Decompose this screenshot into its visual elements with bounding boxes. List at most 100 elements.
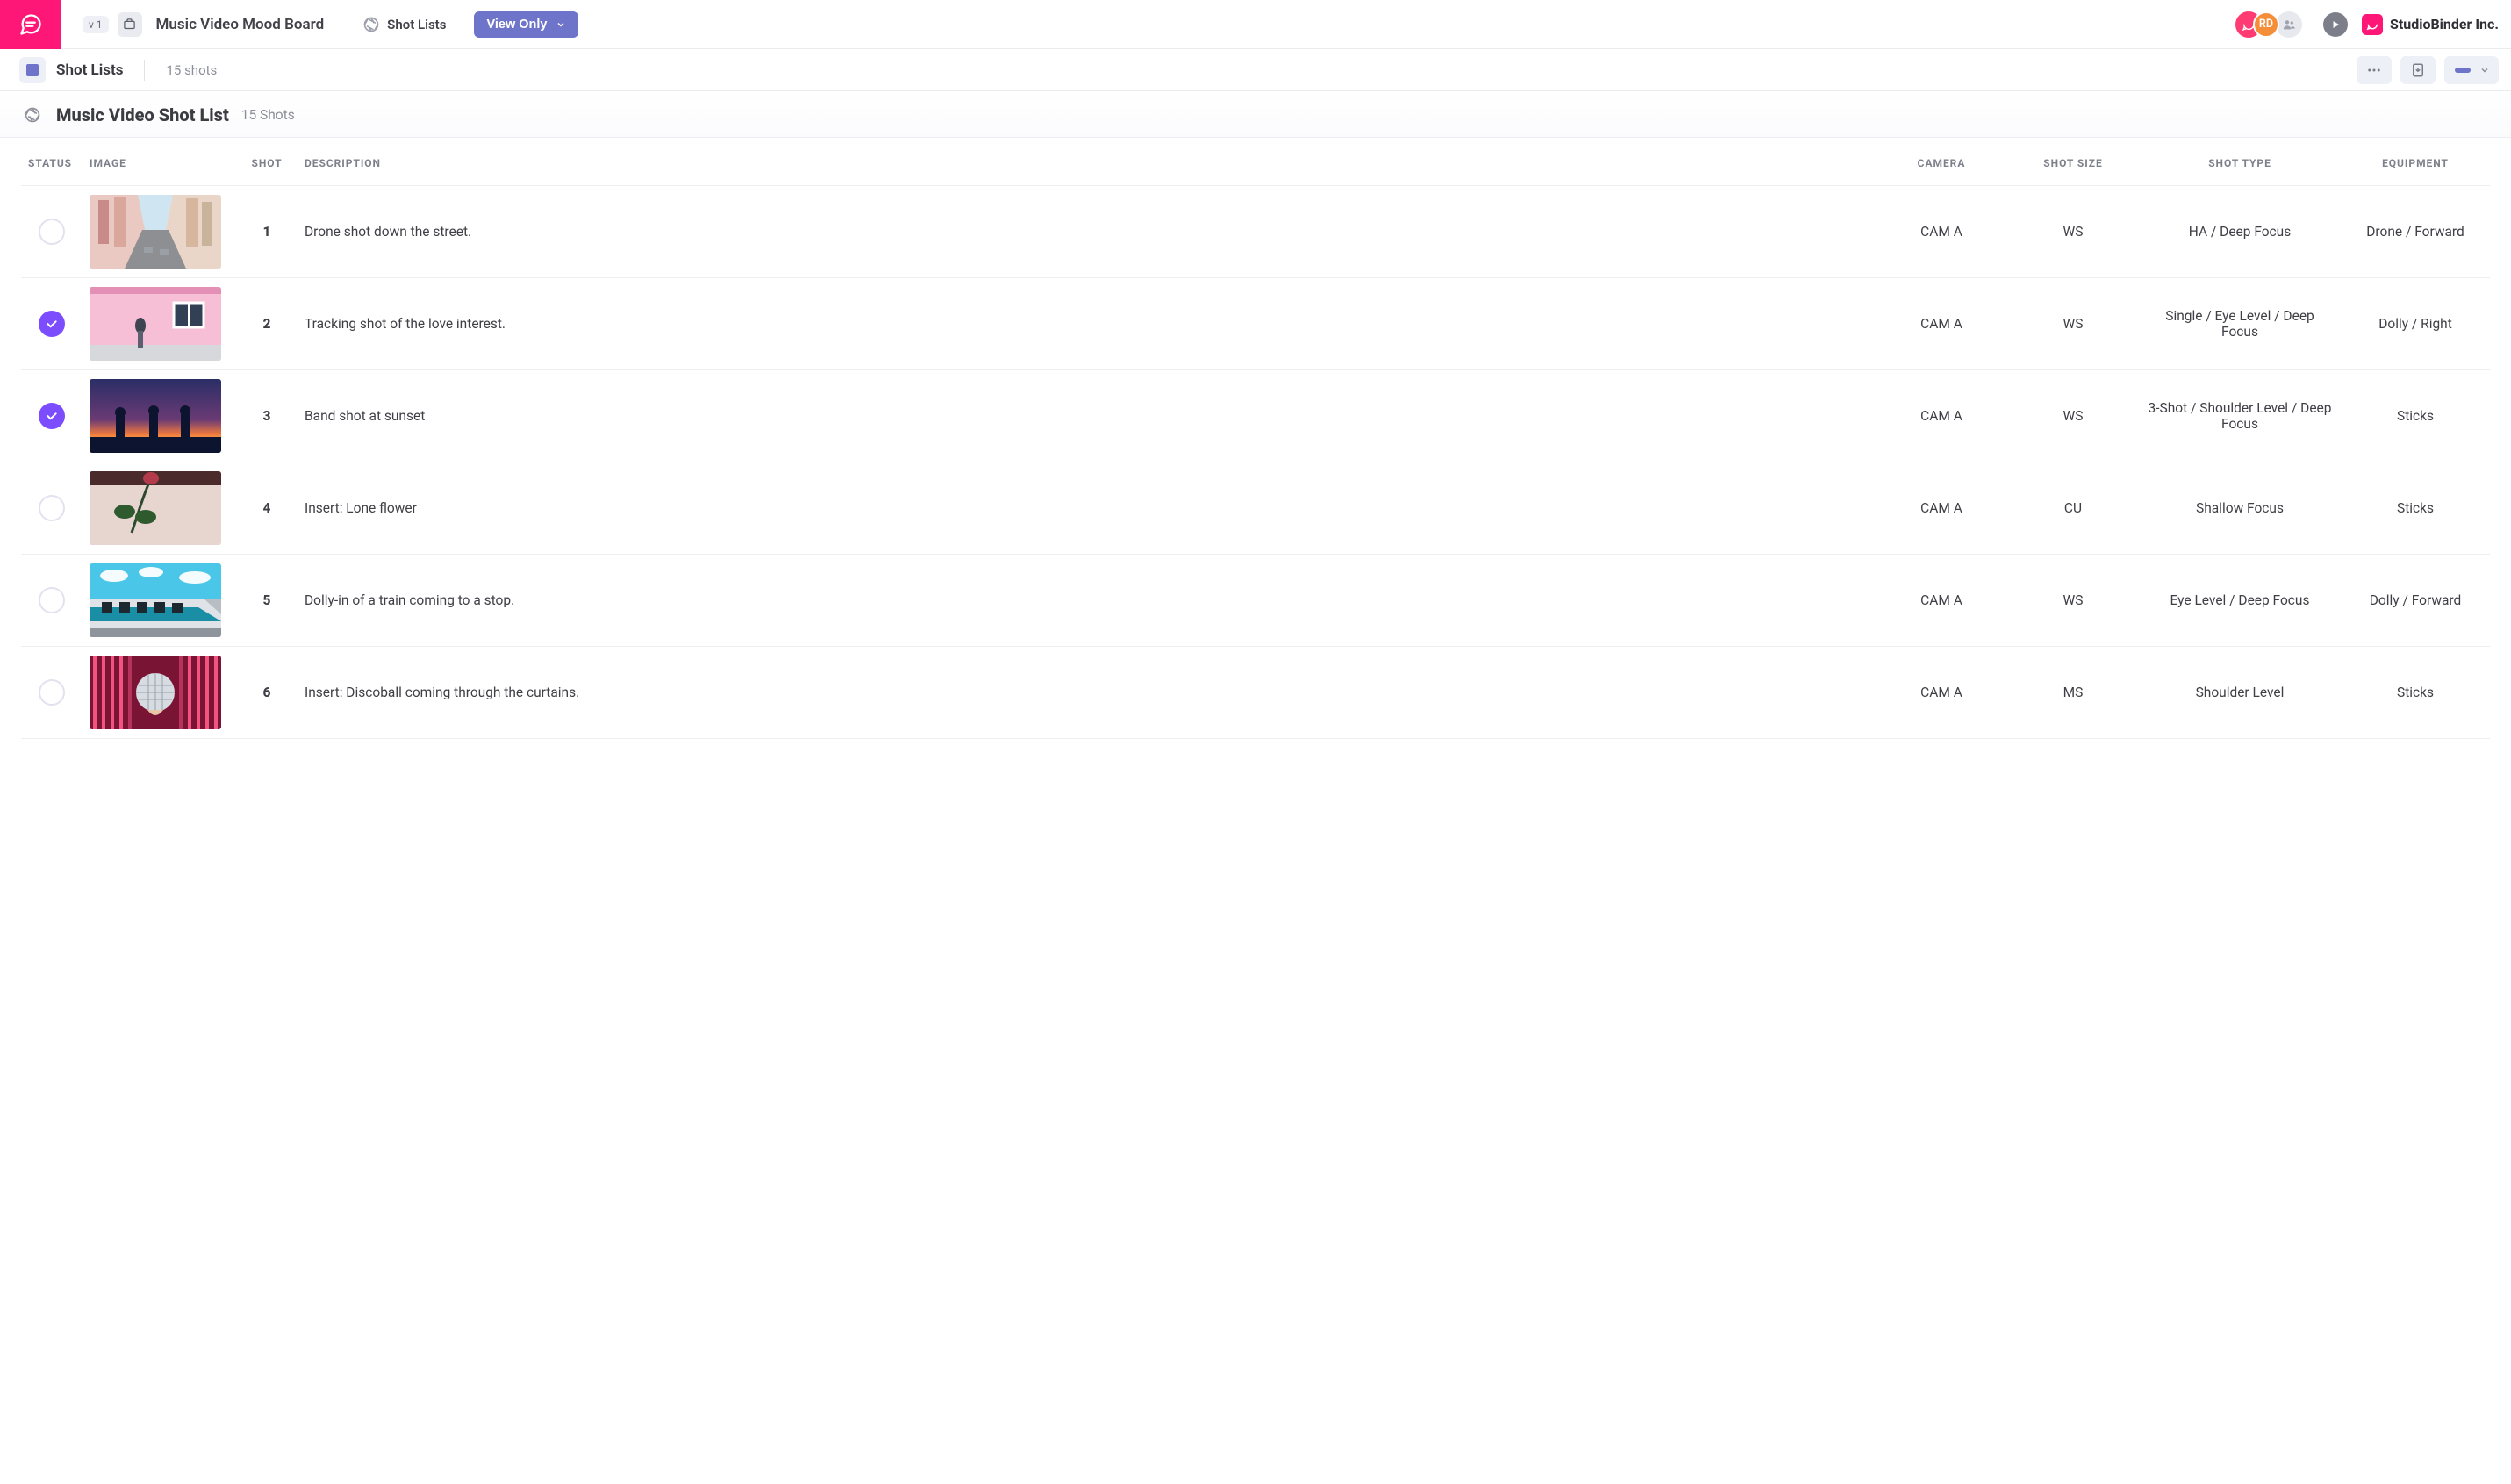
download-icon xyxy=(2410,62,2426,78)
play-button[interactable] xyxy=(2323,12,2348,37)
shot-equipment: Sticks xyxy=(2341,462,2490,555)
view-only-label: View Only xyxy=(486,18,547,32)
shot-table: STATUS IMAGE SHOT DESCRIPTION CAMERA SHO… xyxy=(21,138,2490,739)
aperture-icon xyxy=(362,16,380,33)
shot-number: 3 xyxy=(236,370,298,462)
ellipsis-icon xyxy=(2366,62,2382,78)
table-row[interactable]: 6Insert: Discoball coming through the cu… xyxy=(21,647,2490,739)
briefcase-icon xyxy=(118,12,142,37)
status-toggle[interactable] xyxy=(39,311,65,337)
user-avatar[interactable]: RD xyxy=(2253,11,2279,38)
shot-equipment: Dolly / Right xyxy=(2341,278,2490,370)
col-equipment[interactable]: EQUIPMENT xyxy=(2341,138,2490,186)
shot-camera: CAM A xyxy=(1876,647,2007,739)
shot-equipment: Sticks xyxy=(2341,370,2490,462)
add-collaborator-avatar[interactable] xyxy=(2276,11,2302,38)
version-badge[interactable]: v 1 xyxy=(83,16,109,33)
table-row[interactable]: 5Dolly-in of a train coming to a stop.CA… xyxy=(21,555,2490,647)
view-only-button[interactable]: View Only xyxy=(474,11,578,38)
nav-shot-lists-label: Shot Lists xyxy=(387,17,446,32)
app-logo[interactable] xyxy=(0,0,61,49)
sub-header-left: Shot Lists 15 shots xyxy=(19,57,217,83)
shot-camera: CAM A xyxy=(1876,186,2007,278)
shot-size: CU xyxy=(2007,462,2139,555)
shot-type: Eye Level / Deep Focus xyxy=(2139,555,2341,647)
header-right: RD StudioBinder Inc. xyxy=(2235,11,2511,38)
shot-thumbnail[interactable] xyxy=(90,379,221,453)
status-toggle[interactable] xyxy=(39,403,65,429)
status-toggle[interactable] xyxy=(39,679,65,706)
shot-size: MS xyxy=(2007,647,2139,739)
table-row[interactable]: 1Drone shot down the street.CAM AWSHA / … xyxy=(21,186,2490,278)
layout-bar-icon xyxy=(2455,68,2471,73)
shot-equipment: Drone / Forward xyxy=(2341,186,2490,278)
shot-thumbnail[interactable] xyxy=(90,195,221,269)
shot-type: 3-Shot / Shoulder Level / Deep Focus xyxy=(2139,370,2341,462)
shot-number: 5 xyxy=(236,555,298,647)
shot-camera: CAM A xyxy=(1876,370,2007,462)
col-image[interactable]: IMAGE xyxy=(83,138,236,186)
aperture-icon xyxy=(21,104,44,126)
module-icon xyxy=(19,57,46,83)
col-description[interactable]: DESCRIPTION xyxy=(298,138,1876,186)
org-switcher[interactable]: StudioBinder Inc. xyxy=(2362,14,2499,35)
project-title[interactable]: Music Video Mood Board xyxy=(156,16,325,33)
shot-thumbnail[interactable] xyxy=(90,656,221,729)
shot-table-wrap: STATUS IMAGE SHOT DESCRIPTION CAMERA SHO… xyxy=(0,138,2511,774)
shot-camera: CAM A xyxy=(1876,555,2007,647)
shot-equipment: Sticks xyxy=(2341,647,2490,739)
shot-thumbnail[interactable] xyxy=(90,563,221,637)
shot-number: 2 xyxy=(236,278,298,370)
shot-number: 4 xyxy=(236,462,298,555)
org-name: StudioBinder Inc. xyxy=(2390,16,2499,32)
layout-switcher[interactable] xyxy=(2444,56,2499,84)
shot-description: Dolly-in of a train coming to a stop. xyxy=(298,555,1876,647)
status-toggle[interactable] xyxy=(39,219,65,245)
shot-number: 1 xyxy=(236,186,298,278)
import-button[interactable] xyxy=(2400,56,2436,84)
col-camera[interactable]: CAMERA xyxy=(1876,138,2007,186)
sub-header: Shot Lists 15 shots xyxy=(0,49,2511,91)
header-left: v 1 Music Video Mood Board Shot Lists Vi… xyxy=(61,11,578,38)
shot-equipment: Dolly / Forward xyxy=(2341,555,2490,647)
divider xyxy=(144,60,145,81)
col-status[interactable]: STATUS xyxy=(21,138,83,186)
sub-header-count: 15 shots xyxy=(166,62,217,78)
shot-camera: CAM A xyxy=(1876,462,2007,555)
chevron-down-icon xyxy=(556,19,566,30)
col-shot-size[interactable]: SHOT SIZE xyxy=(2007,138,2139,186)
shot-description: Band shot at sunset xyxy=(298,370,1876,462)
shot-size: WS xyxy=(2007,278,2139,370)
brand-mark-icon xyxy=(2362,14,2383,35)
shot-type: Single / Eye Level / Deep Focus xyxy=(2139,278,2341,370)
shot-description: Insert: Lone flower xyxy=(298,462,1876,555)
shot-thumbnail[interactable] xyxy=(90,471,221,545)
section-title-row: Music Video Shot List 15 Shots xyxy=(0,91,2511,138)
shot-description: Drone shot down the street. xyxy=(298,186,1876,278)
section-count: 15 Shots xyxy=(241,107,295,123)
shot-size: WS xyxy=(2007,370,2139,462)
shot-type: HA / Deep Focus xyxy=(2139,186,2341,278)
table-row[interactable]: 4Insert: Lone flowerCAM ACUShallow Focus… xyxy=(21,462,2490,555)
shot-size: WS xyxy=(2007,186,2139,278)
shot-camera: CAM A xyxy=(1876,278,2007,370)
shot-description: Insert: Discoball coming through the cur… xyxy=(298,647,1876,739)
sub-header-title: Shot Lists xyxy=(56,61,123,79)
shot-thumbnail[interactable] xyxy=(90,287,221,361)
table-row[interactable]: 3Band shot at sunsetCAM AWS3-Shot / Shou… xyxy=(21,370,2490,462)
top-header: v 1 Music Video Mood Board Shot Lists Vi… xyxy=(0,0,2511,49)
shot-type: Shallow Focus xyxy=(2139,462,2341,555)
shot-number: 6 xyxy=(236,647,298,739)
shot-description: Tracking shot of the love interest. xyxy=(298,278,1876,370)
section-title: Music Video Shot List xyxy=(56,104,229,125)
more-button[interactable] xyxy=(2357,56,2392,84)
status-toggle[interactable] xyxy=(39,495,65,521)
shot-size: WS xyxy=(2007,555,2139,647)
col-shot-type[interactable]: SHOT TYPE xyxy=(2139,138,2341,186)
shot-type: Shoulder Level xyxy=(2139,647,2341,739)
col-shot[interactable]: SHOT xyxy=(236,138,298,186)
chevron-down-icon xyxy=(2479,65,2490,75)
nav-shot-lists[interactable]: Shot Lists xyxy=(362,16,446,33)
status-toggle[interactable] xyxy=(39,587,65,613)
table-row[interactable]: 2Tracking shot of the love interest.CAM … xyxy=(21,278,2490,370)
